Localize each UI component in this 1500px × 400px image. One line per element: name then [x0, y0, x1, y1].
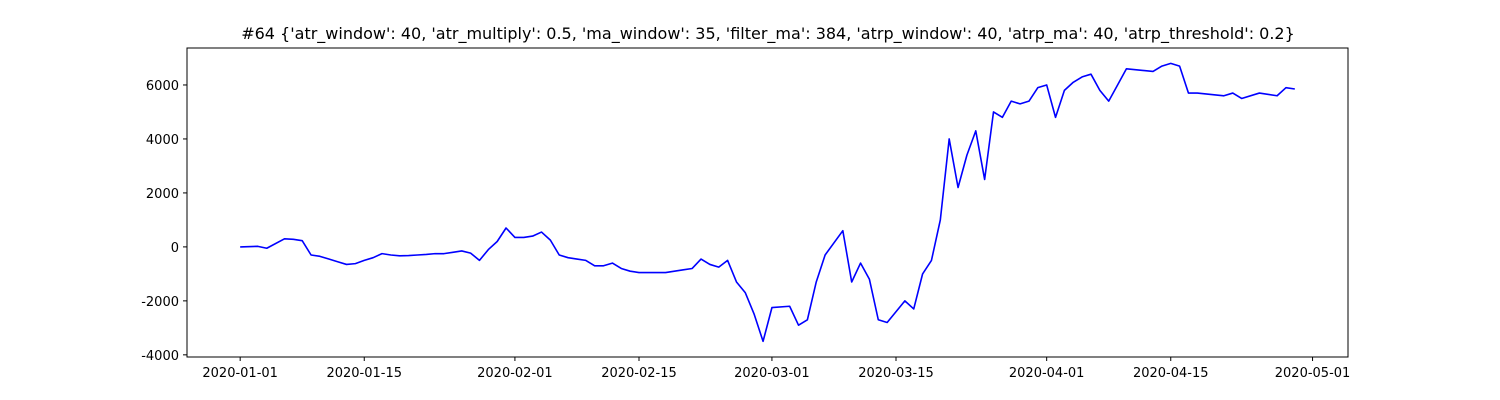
- y-tick-label: 2000: [146, 187, 179, 202]
- y-tick-label: -4000: [141, 349, 179, 364]
- plot-frame: [186, 47, 1349, 358]
- x-tick-label: 2020-01-15: [326, 366, 402, 381]
- x-tick-label: 2020-04-15: [1133, 366, 1209, 381]
- y-tick-label: 6000: [146, 79, 179, 94]
- x-tick-label: 2020-02-15: [601, 366, 677, 381]
- x-tick-label: 2020-01-01: [202, 366, 278, 381]
- y-tick-label: 4000: [146, 133, 179, 148]
- data-line: [240, 62, 1295, 343]
- x-tick-label: 2020-03-01: [734, 366, 810, 381]
- x-tick-label: 2020-04-01: [1009, 366, 1085, 381]
- y-tick-label: -2000: [141, 295, 179, 310]
- y-tick-label: 0: [171, 241, 179, 256]
- x-tick-label: 2020-05-01: [1275, 366, 1351, 381]
- x-tick-label: 2020-03-15: [858, 366, 934, 381]
- chart-title: #64 {'atr_window': 40, 'atr_multiply': 0…: [241, 24, 1295, 44]
- x-tick-label: 2020-02-01: [477, 366, 553, 381]
